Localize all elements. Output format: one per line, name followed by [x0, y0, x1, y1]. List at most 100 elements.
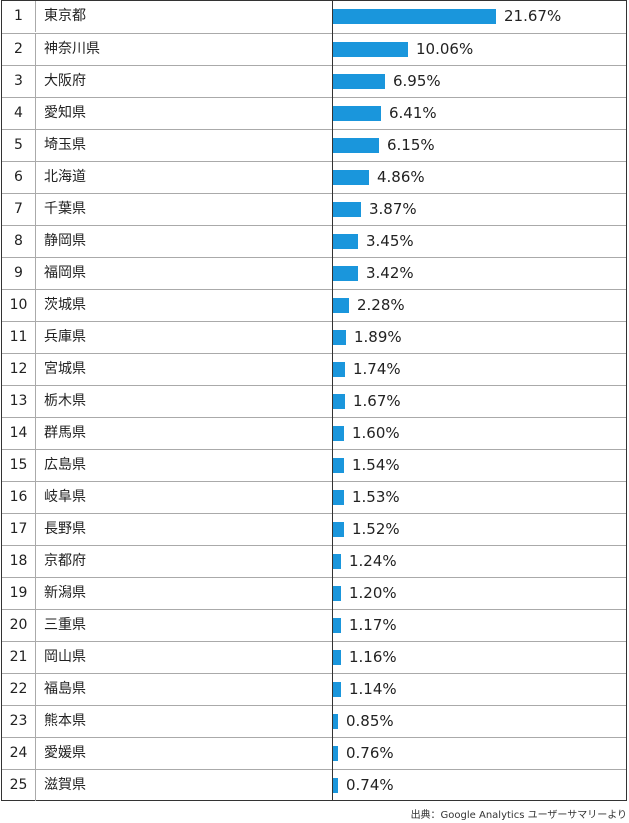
category-label: 愛知県	[44, 105, 86, 121]
source-note: 出典：Google Analytics ユーザーサマリーより	[410, 810, 627, 821]
category-label: 東京都	[44, 8, 86, 24]
bar	[332, 714, 338, 729]
bar	[332, 266, 358, 281]
rank-label: 25	[2, 770, 36, 801]
data-label: 1.74%	[353, 360, 401, 378]
category-label: 福岡県	[44, 265, 86, 281]
category-label: 愛媛県	[44, 745, 86, 761]
rank-label: 1	[2, 1, 36, 32]
bar	[332, 490, 344, 505]
rank-label: 6	[2, 162, 36, 193]
data-label: 1.14%	[349, 680, 397, 698]
category-label: 滋賀県	[44, 777, 86, 793]
rank-label: 4	[2, 98, 36, 129]
ranking-table: 1 東京都 21.67% 2 神奈川県 10.06% 3 大阪府 6.95% 4 愛知県 6.41% 5…	[1, 0, 627, 801]
data-label: 1.17%	[349, 616, 397, 634]
rank-label: 15	[2, 450, 36, 481]
data-label: 3.45%	[366, 232, 414, 250]
bar	[332, 74, 385, 89]
bar	[332, 298, 349, 313]
table-row: 18 京都府 1.24%	[2, 545, 626, 577]
rank-label: 21	[2, 642, 36, 673]
table-row: 11 兵庫県 1.89%	[2, 321, 626, 353]
data-label: 1.54%	[352, 456, 400, 474]
bar	[332, 9, 496, 24]
category-label: 京都府	[44, 553, 86, 569]
category-label: 神奈川県	[44, 41, 100, 57]
category-label: 長野県	[44, 521, 86, 537]
bar	[332, 586, 341, 601]
bar	[332, 554, 341, 569]
table-row: 14 群馬県 1.60%	[2, 417, 626, 449]
table-row: 8 静岡県 3.45%	[2, 225, 626, 257]
table-row: 2 神奈川県 10.06%	[2, 33, 626, 65]
category-label: 岐阜県	[44, 489, 86, 505]
rank-label: 7	[2, 194, 36, 225]
bar	[332, 426, 344, 441]
category-label: 熊本県	[44, 713, 86, 729]
rank-label: 12	[2, 354, 36, 385]
rank-label: 18	[2, 546, 36, 577]
data-label: 1.53%	[352, 488, 400, 506]
data-label: 1.52%	[352, 520, 400, 538]
data-label: 4.86%	[377, 168, 425, 186]
data-label: 0.85%	[346, 712, 394, 730]
table-row: 9 福岡県 3.42%	[2, 257, 626, 289]
bar	[332, 234, 358, 249]
table-row: 20 三重県 1.17%	[2, 609, 626, 641]
table-row: 10 茨城県 2.28%	[2, 289, 626, 321]
bar	[332, 746, 338, 761]
category-label: 兵庫県	[44, 329, 86, 345]
bar	[332, 138, 379, 153]
table-row: 6 北海道 4.86%	[2, 161, 626, 193]
data-label: 1.20%	[349, 584, 397, 602]
rank-label: 16	[2, 482, 36, 513]
bar	[332, 106, 381, 121]
table-row: 1 東京都 21.67%	[2, 1, 626, 33]
data-label: 6.41%	[389, 104, 437, 122]
category-label: 茨城県	[44, 297, 86, 313]
category-label: 静岡県	[44, 233, 86, 249]
table-row: 19 新潟県 1.20%	[2, 577, 626, 609]
rank-label: 22	[2, 674, 36, 705]
rank-label: 20	[2, 610, 36, 641]
table-row: 16 岐阜県 1.53%	[2, 481, 626, 513]
category-label: 埼玉県	[44, 137, 86, 153]
bar	[332, 42, 408, 57]
bar	[332, 202, 361, 217]
rank-label: 14	[2, 418, 36, 449]
category-label: 岡山県	[44, 649, 86, 665]
table-row: 17 長野県 1.52%	[2, 513, 626, 545]
table-row: 4 愛知県 6.41%	[2, 97, 626, 129]
bar-axis-line	[332, 1, 333, 800]
data-label: 0.74%	[346, 776, 394, 794]
data-label: 2.28%	[357, 296, 405, 314]
category-label: 新潟県	[44, 585, 86, 601]
table-row: 24 愛媛県 0.76%	[2, 737, 626, 769]
data-label: 10.06%	[416, 40, 474, 58]
table-row: 15 広島県 1.54%	[2, 449, 626, 481]
rank-label: 8	[2, 226, 36, 257]
data-label: 3.87%	[369, 200, 417, 218]
rank-label: 3	[2, 66, 36, 97]
bar	[332, 618, 341, 633]
table-row: 21 岡山県 1.16%	[2, 641, 626, 673]
rank-label: 17	[2, 514, 36, 545]
rank-label: 19	[2, 578, 36, 609]
rank-label: 9	[2, 258, 36, 289]
table-row: 12 宮城県 1.74%	[2, 353, 626, 385]
category-label: 福島県	[44, 681, 86, 697]
table-row: 25 滋賀県 0.74%	[2, 769, 626, 801]
data-label: 3.42%	[366, 264, 414, 282]
table-row: 23 熊本県 0.85%	[2, 705, 626, 737]
rank-label: 24	[2, 738, 36, 769]
table-row: 3 大阪府 6.95%	[2, 65, 626, 97]
data-label: 0.76%	[346, 744, 394, 762]
data-label: 1.89%	[354, 328, 402, 346]
category-label: 栃木県	[44, 393, 86, 409]
bar	[332, 362, 345, 377]
bar	[332, 394, 345, 409]
category-label: 宮城県	[44, 361, 86, 377]
data-label: 1.24%	[349, 552, 397, 570]
table-row: 13 栃木県 1.67%	[2, 385, 626, 417]
